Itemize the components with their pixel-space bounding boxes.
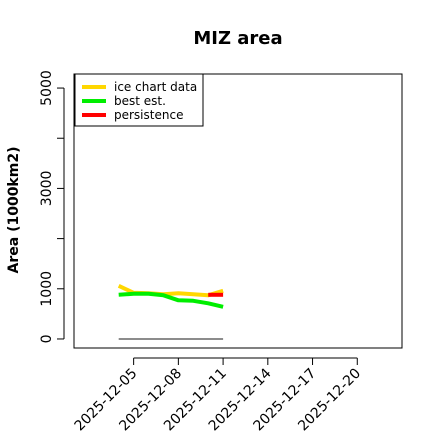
chart-title: MIZ area — [193, 28, 282, 49]
y-axis-label: Area (1000km2) — [6, 147, 22, 274]
x-axis: 2025-12-052025-12-082025-12-112025-12-14… — [72, 357, 364, 434]
legend-label: best est. — [114, 94, 166, 108]
y-tick-label: 3000 — [39, 171, 55, 207]
y-tick-label: 5000 — [39, 70, 55, 106]
plot-frame — [73, 73, 403, 349]
y-tick-label: 0 — [39, 335, 55, 344]
legend-label: ice chart data — [114, 80, 197, 94]
legend-label: persistence — [114, 108, 183, 122]
y-tick-label: 1000 — [39, 271, 55, 307]
series-line-best-est- — [118, 291, 224, 309]
series-layer — [117, 283, 224, 340]
y-axis: 0 1000 3000 5000 — [39, 70, 65, 344]
